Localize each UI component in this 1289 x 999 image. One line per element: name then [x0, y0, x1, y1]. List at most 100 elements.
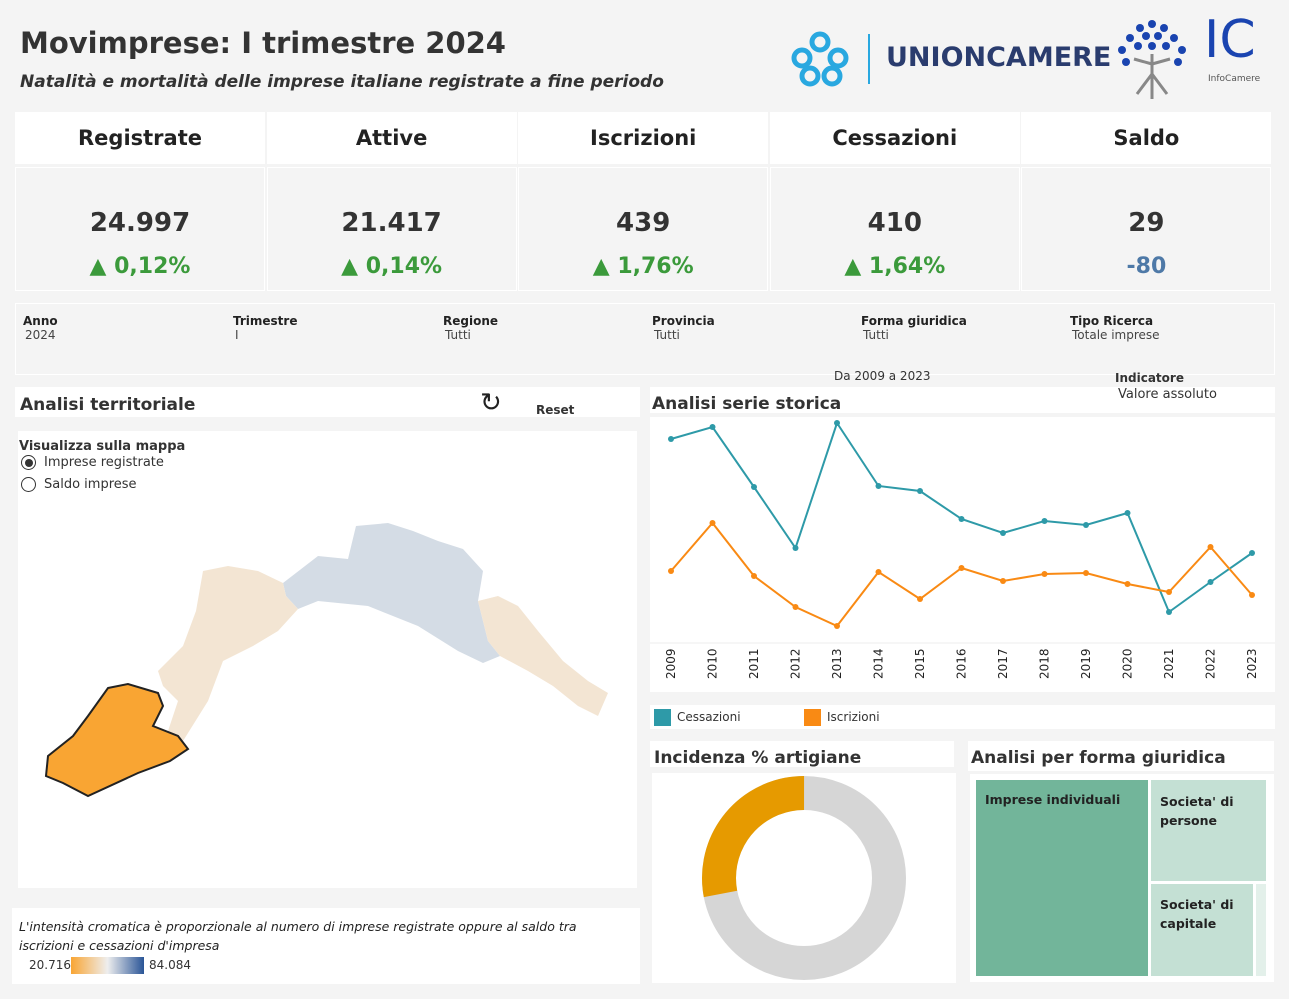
kpi-value: 24.997 — [89, 208, 191, 238]
kpi-value: 410 — [867, 208, 922, 238]
kpi-card-4: 29 -80 — [1021, 167, 1272, 291]
kpi-label-2: Iscrizioni — [518, 112, 769, 164]
treemap-altre[interactable] — [1256, 884, 1266, 976]
tree-icon — [1118, 20, 1186, 99]
kpi-label-4: Saldo — [1021, 112, 1272, 164]
radio-saldo-imprese[interactable]: Saldo imprese — [21, 477, 137, 492]
x-tick-label: 2023 — [1245, 648, 1259, 679]
kpi-label-1: Attive — [266, 112, 517, 164]
data-point — [1000, 530, 1006, 536]
line-chart: 2009 2010 2011 2012 2013 2014 2015 2016 2017 2018… — [650, 420, 1275, 679]
province-imperia[interactable] — [44, 682, 190, 798]
infocamere-logo: IC InfoCamere — [1112, 10, 1262, 104]
kpi-label-0: Registrate — [15, 112, 265, 164]
map-panel: Visualizza sulla mappa Imprese registrat… — [18, 431, 637, 888]
x-tick-label: 2017 — [996, 648, 1010, 679]
serie-storica-title: Analisi serie storica — [652, 394, 842, 414]
kpi-value: 29 — [1128, 208, 1165, 238]
data-point — [917, 596, 923, 602]
data-point — [1124, 510, 1131, 516]
x-tick-label: 2016 — [955, 648, 969, 679]
data-point — [958, 516, 965, 522]
data-point — [1041, 571, 1048, 577]
range-label[interactable]: Da 2009 a 2023 — [834, 369, 931, 383]
forma-title: Analisi per forma giuridica — [971, 748, 1226, 768]
liguria-map[interactable] — [18, 431, 637, 888]
kpi-card-3: 410 ▲ 1,64% — [769, 167, 1020, 291]
unioncamere-logo-icon — [791, 31, 849, 87]
treemap-societa-persone[interactable]: Societa' di persone — [1151, 780, 1266, 881]
data-point — [1207, 544, 1214, 550]
data-point — [709, 520, 716, 526]
legend-panel: L'intensità cromatica è proporzionale al… — [12, 908, 640, 984]
radio-imprese-registrate[interactable]: Imprese registrate — [21, 455, 164, 470]
page-title: Movimprese: I trimestre 2024 — [20, 26, 506, 60]
reset-icon[interactable]: ↻ — [480, 388, 502, 418]
data-point — [1083, 570, 1089, 576]
data-point — [1083, 522, 1089, 528]
treemap-societa-capitale[interactable]: Societa' di capitale — [1151, 884, 1253, 976]
x-tick-label: 2022 — [1204, 648, 1218, 679]
filter-regione[interactable]: Regione Tutti — [443, 314, 499, 342]
data-point — [1041, 518, 1048, 524]
kpi-delta: ▲ 1,76% — [592, 254, 694, 279]
legend-min: 20.716 — [29, 958, 71, 972]
x-tick-label: 2015 — [913, 648, 927, 679]
kpi-label-3: Cessazioni — [769, 112, 1020, 164]
x-tick-label: 2012 — [789, 648, 803, 679]
territoriale-title: Analisi territoriale — [20, 395, 196, 415]
x-tick-label: 2018 — [1038, 648, 1052, 679]
treemap: Imprese individuali Societa' di persone … — [970, 774, 1274, 982]
data-point — [917, 488, 923, 494]
data-point — [668, 568, 674, 574]
data-point — [792, 604, 799, 610]
data-point — [958, 565, 965, 571]
filter-provincia[interactable]: Provincia Tutti — [652, 314, 715, 342]
donut-chart[interactable] — [652, 773, 956, 983]
x-tick-label: 2019 — [1079, 648, 1093, 679]
kpi-value: 439 — [616, 208, 671, 238]
x-tick-label: 2009 — [664, 648, 678, 679]
filters-bar: Anno 2024 Trimestre I Regione Tutti Provinc… — [15, 303, 1275, 375]
data-point — [792, 545, 799, 551]
filter-forma-giuridica[interactable]: Forma giuridica Tutti — [861, 314, 967, 342]
treemap-imprese-individuali[interactable]: Imprese individuali — [976, 780, 1148, 976]
x-tick-label: 2010 — [706, 648, 720, 679]
kpi-card-0: 24.997 ▲ 0,12% — [15, 167, 265, 291]
unioncamere-logo: UNIONCAMERE — [788, 28, 1111, 90]
data-point — [751, 573, 757, 579]
data-point — [1166, 609, 1172, 615]
legend-iscrizioni: Iscrizioni — [827, 710, 880, 724]
kpi-delta: ▲ 0,14% — [341, 254, 443, 279]
data-point — [834, 420, 840, 426]
chart-legend: Cessazioni Iscrizioni — [650, 705, 1275, 729]
x-tick-label: 2013 — [830, 648, 844, 679]
data-point — [1249, 592, 1255, 598]
filter-trimestre[interactable]: Trimestre I — [233, 314, 298, 342]
kpi-value: 21.417 — [341, 208, 442, 238]
province-savona[interactable] — [158, 566, 298, 741]
province-la-spezia[interactable] — [478, 596, 608, 716]
data-point — [1166, 589, 1172, 595]
legend-swatch-cessazioni — [654, 709, 671, 726]
data-point — [668, 436, 674, 442]
filter-tipo-ricerca[interactable]: Tipo Ricerca Totale imprese — [1070, 314, 1160, 342]
color-scale — [71, 957, 144, 974]
artigiane-title: Incidenza % artigiane — [654, 748, 862, 768]
filter-anno[interactable]: Anno 2024 — [23, 314, 58, 342]
page-subtitle: Natalità e mortalità delle imprese itali… — [20, 72, 664, 92]
x-tick-label: 2011 — [747, 648, 761, 679]
reset-button[interactable]: Reset — [536, 403, 575, 417]
data-point — [709, 424, 716, 430]
indicatore-select[interactable]: Valore assoluto — [1118, 387, 1217, 402]
kpi-card-1: 21.417 ▲ 0,14% — [266, 167, 517, 291]
x-tick-label: 2020 — [1121, 648, 1135, 679]
data-point — [1000, 578, 1006, 584]
legend-max: 84.084 — [149, 958, 191, 972]
province-genova[interactable] — [283, 523, 500, 663]
x-tick-label: 2014 — [872, 648, 886, 679]
data-point — [1249, 550, 1255, 556]
data-point — [875, 483, 882, 489]
legend-cessazioni: Cessazioni — [677, 710, 741, 724]
kpi-card-2: 439 ▲ 1,76% — [518, 167, 769, 291]
